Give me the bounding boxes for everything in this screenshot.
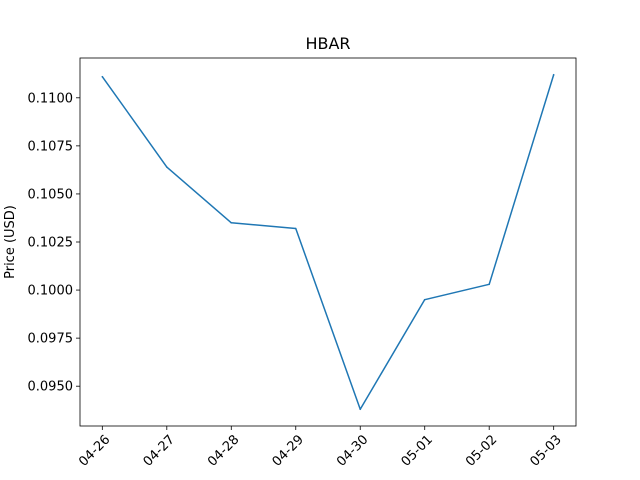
- y-tick-label: 0.1050: [28, 187, 74, 202]
- data-point: [423, 298, 426, 301]
- y-tick-label: 0.0950: [28, 380, 74, 395]
- data-point: [166, 166, 168, 168]
- series-line: [101, 74, 555, 411]
- data-point: [552, 73, 555, 76]
- data-point: [101, 75, 104, 78]
- chart-title: HBAR: [305, 34, 350, 53]
- y-tick-label: 0.1025: [28, 236, 74, 251]
- y-tick-label: 0.1100: [28, 91, 74, 106]
- y-tick-label: 0.0975: [28, 332, 74, 347]
- data-point: [294, 227, 297, 230]
- data-point: [230, 221, 233, 224]
- y-axis-label: Price (USD): [3, 205, 18, 279]
- y-tick-label: 0.1075: [28, 139, 74, 154]
- y-tick-label: 0.1000: [28, 284, 74, 299]
- data-point: [488, 283, 491, 286]
- data-point: [359, 408, 362, 411]
